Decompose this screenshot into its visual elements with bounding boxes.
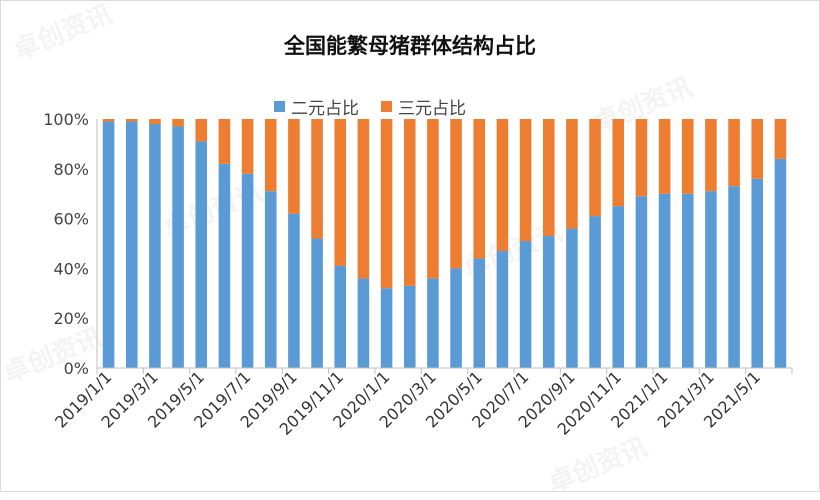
bar-series-2 <box>519 119 532 242</box>
bar-series-1 <box>450 268 462 368</box>
bar-series-1 <box>334 265 347 368</box>
chart-title: 全国能繁母猪群体结构占比 <box>284 34 536 58</box>
legend-swatch-series-1 <box>274 101 285 112</box>
bar-series-1 <box>427 278 439 368</box>
bar-series-2 <box>751 119 764 179</box>
bar-series-2 <box>658 119 671 194</box>
bar-series-2 <box>728 119 740 187</box>
y-tick-label: 40% <box>53 259 89 278</box>
bar-series-2 <box>125 119 138 122</box>
bar-series-1 <box>403 285 416 368</box>
bar-series-1 <box>311 238 323 368</box>
bar-series-1 <box>218 163 231 368</box>
legend-item-series-1: 二元占比 <box>274 94 359 119</box>
bar-series-1 <box>496 250 509 368</box>
bar-series-2 <box>542 119 555 237</box>
bar-series-1 <box>681 193 694 368</box>
bar-series-2 <box>334 119 347 266</box>
bar-series-1 <box>102 121 115 369</box>
bar-series-2 <box>635 119 648 197</box>
legend-item-series-2: 三元占比 <box>381 94 466 119</box>
bar-series-2 <box>218 119 231 164</box>
bar-series-2 <box>380 119 393 289</box>
bar-series-1 <box>264 191 277 368</box>
bar-series-1 <box>612 206 625 368</box>
bar-series-2 <box>357 119 370 279</box>
y-tick-label: 0% <box>64 359 89 378</box>
bar-series-2 <box>264 119 277 192</box>
bar-series-2 <box>705 119 717 192</box>
bar-series-1 <box>380 288 393 368</box>
bar-series-2 <box>774 119 787 159</box>
bar-series-2 <box>172 119 184 127</box>
bar-series-2 <box>566 119 578 229</box>
bar-series-1 <box>566 228 578 368</box>
legend-label-series-1: 二元占比 <box>291 99 359 119</box>
y-tick-label: 80% <box>53 160 89 179</box>
bar-series-2 <box>311 119 323 239</box>
bar-series-2 <box>496 119 509 251</box>
bar-series-1 <box>774 158 787 368</box>
y-tick-label: 20% <box>53 309 89 328</box>
bar-series-2 <box>149 119 161 124</box>
bar-series-1 <box>705 191 717 368</box>
bar-series-1 <box>751 178 764 368</box>
bar-series-2 <box>681 119 694 194</box>
bar-series-2 <box>427 119 439 279</box>
bar-series-2 <box>288 119 300 214</box>
legend-swatch-series-2 <box>381 101 392 112</box>
bar-series-1 <box>357 278 370 368</box>
bar-series-1 <box>658 193 671 368</box>
bar-series-1 <box>635 196 648 368</box>
bar-series-1 <box>172 126 184 368</box>
bar-series-1 <box>542 236 555 368</box>
bar-series-1 <box>728 186 740 368</box>
bar-series-1 <box>195 141 208 368</box>
bar-series-1 <box>149 123 161 368</box>
bar-series-2 <box>473 119 486 259</box>
bar-series-1 <box>473 258 486 368</box>
bar-series-2 <box>589 119 601 217</box>
bar-series-1 <box>288 213 300 368</box>
bar-series-2 <box>241 119 254 174</box>
bar-series-1 <box>241 173 254 368</box>
bar-series-1 <box>589 216 601 368</box>
bar-series-2 <box>195 119 208 142</box>
chart-legend: 二元占比 三元占比 <box>274 94 488 119</box>
bar-series-2 <box>102 119 115 122</box>
y-tick-label: 60% <box>53 210 89 229</box>
y-tick-label: 100% <box>43 110 89 129</box>
bar-series-1 <box>519 241 532 368</box>
legend-label-series-2: 三元占比 <box>398 99 466 119</box>
bar-series-1 <box>125 121 138 369</box>
bar-series-2 <box>403 119 416 286</box>
bar-series-2 <box>612 119 625 207</box>
bar-series-2 <box>450 119 462 269</box>
